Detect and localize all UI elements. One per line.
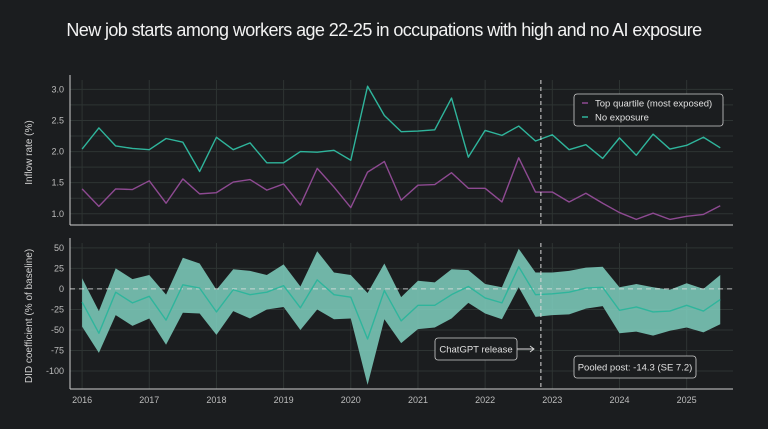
x-tick-label: 2022 bbox=[475, 395, 495, 405]
x-tick-label: 2017 bbox=[139, 395, 159, 405]
x-tick-label: 2019 bbox=[274, 395, 294, 405]
y-tick-label: 2.5 bbox=[51, 115, 64, 125]
x-tick-label: 2024 bbox=[609, 395, 629, 405]
confidence-band bbox=[82, 248, 721, 385]
x-tick-label: 2016 bbox=[72, 395, 92, 405]
x-tick-label: 2023 bbox=[542, 395, 562, 405]
x-tick-label: 2018 bbox=[206, 395, 226, 405]
y-tick-label: -100 bbox=[46, 366, 64, 376]
y-tick-label: 0 bbox=[59, 284, 64, 294]
y-tick-label: 1.0 bbox=[51, 209, 64, 219]
x-tick-label: 2020 bbox=[341, 395, 361, 405]
x-tick-label: 2025 bbox=[677, 395, 697, 405]
y-tick-label: 25 bbox=[54, 263, 64, 273]
y-axis-label: DID coefficient (% of baseline) bbox=[24, 249, 35, 383]
y-tick-label: -75 bbox=[51, 345, 64, 355]
chart-title: New job starts among workers age 22-25 i… bbox=[66, 20, 702, 40]
y-tick-label: -25 bbox=[51, 304, 64, 314]
y-tick-label: -50 bbox=[51, 325, 64, 335]
chatgpt-release-label: ChatGPT release bbox=[439, 345, 512, 356]
x-tick-label: 2021 bbox=[408, 395, 428, 405]
legend: Top quartile (most exposed) No exposure bbox=[573, 93, 724, 127]
y-tick-label: 3.0 bbox=[51, 84, 64, 94]
pooled-estimate-label: Pooled post: -14.3 (SE 7.2) bbox=[578, 363, 693, 374]
y-tick-label: 2.0 bbox=[51, 147, 64, 157]
legend-box bbox=[573, 93, 724, 127]
y-axis-label: Inflow rate (%) bbox=[24, 120, 35, 184]
legend-label: Top quartile (most exposed) bbox=[595, 99, 712, 110]
pooled-estimate-box bbox=[573, 355, 697, 379]
y-tick-label: 1.5 bbox=[51, 178, 64, 188]
y-tick-label: 50 bbox=[54, 243, 64, 253]
arrow-right-icon bbox=[517, 345, 535, 353]
legend-label: No exposure bbox=[595, 113, 649, 124]
